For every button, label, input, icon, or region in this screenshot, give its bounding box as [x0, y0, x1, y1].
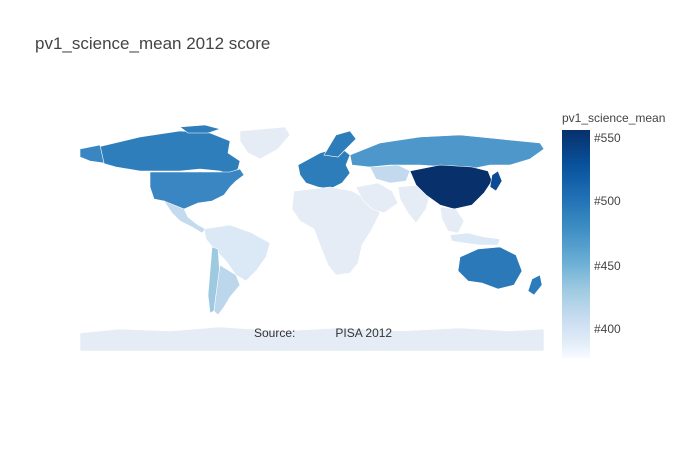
source-label: Source:: [254, 326, 296, 340]
source-value: PISA 2012: [335, 326, 393, 340]
region-russia[interactable]: [349, 134, 544, 170]
region-kazakhstan[interactable]: [369, 164, 411, 184]
colorbar-tick-500: #500: [594, 194, 621, 208]
region-alaska[interactable]: [80, 144, 105, 164]
region-new-zealand[interactable]: [527, 274, 543, 296]
region-mexico[interactable]: [163, 200, 207, 234]
colorbar-tick-400: #400: [594, 322, 621, 336]
region-canada[interactable]: [97, 130, 241, 176]
region-argentina[interactable]: [213, 264, 241, 316]
colorbar-tick-450: #450: [594, 259, 621, 273]
colorbar: [562, 130, 590, 358]
region-canada-islands[interactable]: [179, 125, 222, 134]
region-indonesia[interactable]: [449, 232, 501, 246]
region-japan[interactable]: [489, 170, 503, 192]
colorbar-tick-550: #550: [594, 131, 621, 145]
region-greenland[interactable]: [239, 126, 291, 160]
region-southeast-asia[interactable]: [439, 206, 465, 234]
source-annotation: Source: PISA 2012: [254, 326, 392, 340]
colorbar-title: pv1_science_mean: [562, 111, 666, 125]
region-united-states[interactable]: [149, 168, 245, 210]
world-map[interactable]: [80, 125, 544, 351]
region-china[interactable]: [409, 164, 493, 210]
chart-title: pv1_science_mean 2012 score: [35, 34, 271, 53]
choropleth-map[interactable]: [80, 125, 544, 351]
region-australia[interactable]: [457, 246, 523, 290]
region-scandinavia[interactable]: [323, 130, 357, 158]
region-antarctica[interactable]: [80, 326, 544, 351]
region-middle-east[interactable]: [355, 182, 399, 214]
region-europe[interactable]: [297, 146, 351, 190]
